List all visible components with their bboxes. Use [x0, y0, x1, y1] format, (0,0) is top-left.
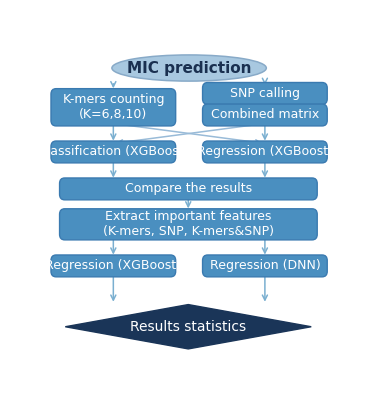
- Text: Results statistics: Results statistics: [130, 320, 246, 334]
- Polygon shape: [65, 304, 311, 349]
- Text: Extract important features
(K-mers, SNP, K-mers&SNP): Extract important features (K-mers, SNP,…: [103, 210, 274, 238]
- FancyBboxPatch shape: [203, 255, 327, 277]
- Ellipse shape: [112, 55, 266, 81]
- Text: Combined matrix: Combined matrix: [211, 108, 319, 122]
- FancyBboxPatch shape: [59, 209, 317, 240]
- FancyBboxPatch shape: [51, 255, 176, 277]
- Text: MIC prediction: MIC prediction: [127, 60, 251, 76]
- FancyBboxPatch shape: [203, 104, 327, 126]
- Text: K-mers counting
(K=6,8,10): K-mers counting (K=6,8,10): [63, 93, 164, 121]
- Text: Classification (XGBoost): Classification (XGBoost): [38, 146, 189, 158]
- Text: SNP calling: SNP calling: [230, 87, 300, 100]
- FancyBboxPatch shape: [59, 178, 317, 200]
- Text: Regression (XGBoost): Regression (XGBoost): [197, 146, 333, 158]
- FancyBboxPatch shape: [51, 141, 176, 163]
- Text: Regression (XGBoost): Regression (XGBoost): [45, 260, 181, 272]
- FancyBboxPatch shape: [51, 89, 176, 126]
- FancyBboxPatch shape: [203, 82, 327, 104]
- Text: Compare the results: Compare the results: [125, 182, 252, 196]
- Text: Regression (DNN): Regression (DNN): [210, 260, 320, 272]
- FancyBboxPatch shape: [203, 141, 327, 163]
